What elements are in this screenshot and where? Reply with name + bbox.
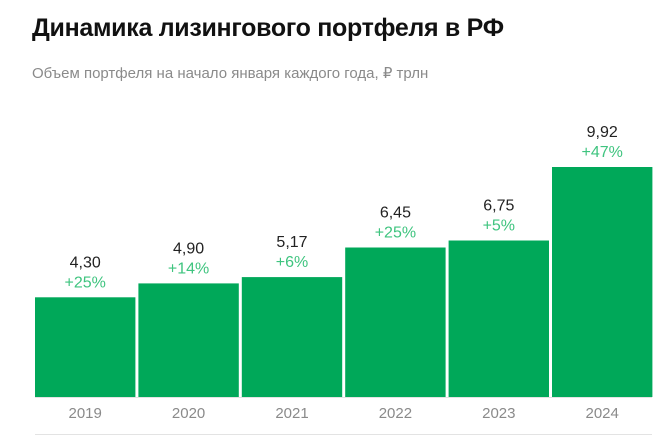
value-label-2022: 6,45 <box>380 205 411 222</box>
value-label-2021: 5,17 <box>276 234 307 251</box>
value-label-2019: 4,30 <box>70 254 101 271</box>
bar-2021 <box>241 277 343 397</box>
x-ticks-group: 2019 2020 2021 2022 2023 2024 <box>69 405 619 422</box>
x-tick-2021: 2021 <box>275 405 308 422</box>
value-label-2023: 6,75 <box>483 198 514 215</box>
growth-label-2019: +25% <box>65 274 106 291</box>
growth-label-2022: +25% <box>375 225 416 242</box>
x-tick-2024: 2024 <box>586 405 619 422</box>
x-tick-2020: 2020 <box>172 405 205 422</box>
chart-subtitle: Объем портфеля на начало января каждого … <box>32 65 429 82</box>
x-tick-2019: 2019 <box>69 405 102 422</box>
value-label-2024: 9,92 <box>587 124 618 141</box>
growth-label-2021: +6% <box>276 254 308 271</box>
bar-2023 <box>448 240 549 397</box>
chart-title: Динамика лизингового портфеля в РФ <box>32 14 504 42</box>
growth-label-2024: +47% <box>582 144 623 161</box>
bars-group <box>35 167 653 397</box>
bar-2019 <box>35 297 136 397</box>
growth-label-2020: +14% <box>168 260 209 277</box>
x-tick-2023: 2023 <box>482 405 515 422</box>
value-label-2020: 4,90 <box>173 240 204 257</box>
growth-label-2023: +5% <box>483 218 515 235</box>
labels-group: 4,30 +25% 4,90 +14% 5,17 +6% 6,45 +25% 6,75 +5% 9,… <box>65 124 623 291</box>
x-tick-2022: 2022 <box>379 405 412 422</box>
bar-2020 <box>138 283 239 397</box>
bar-2024 <box>552 167 653 397</box>
bar-2022 <box>345 247 446 397</box>
